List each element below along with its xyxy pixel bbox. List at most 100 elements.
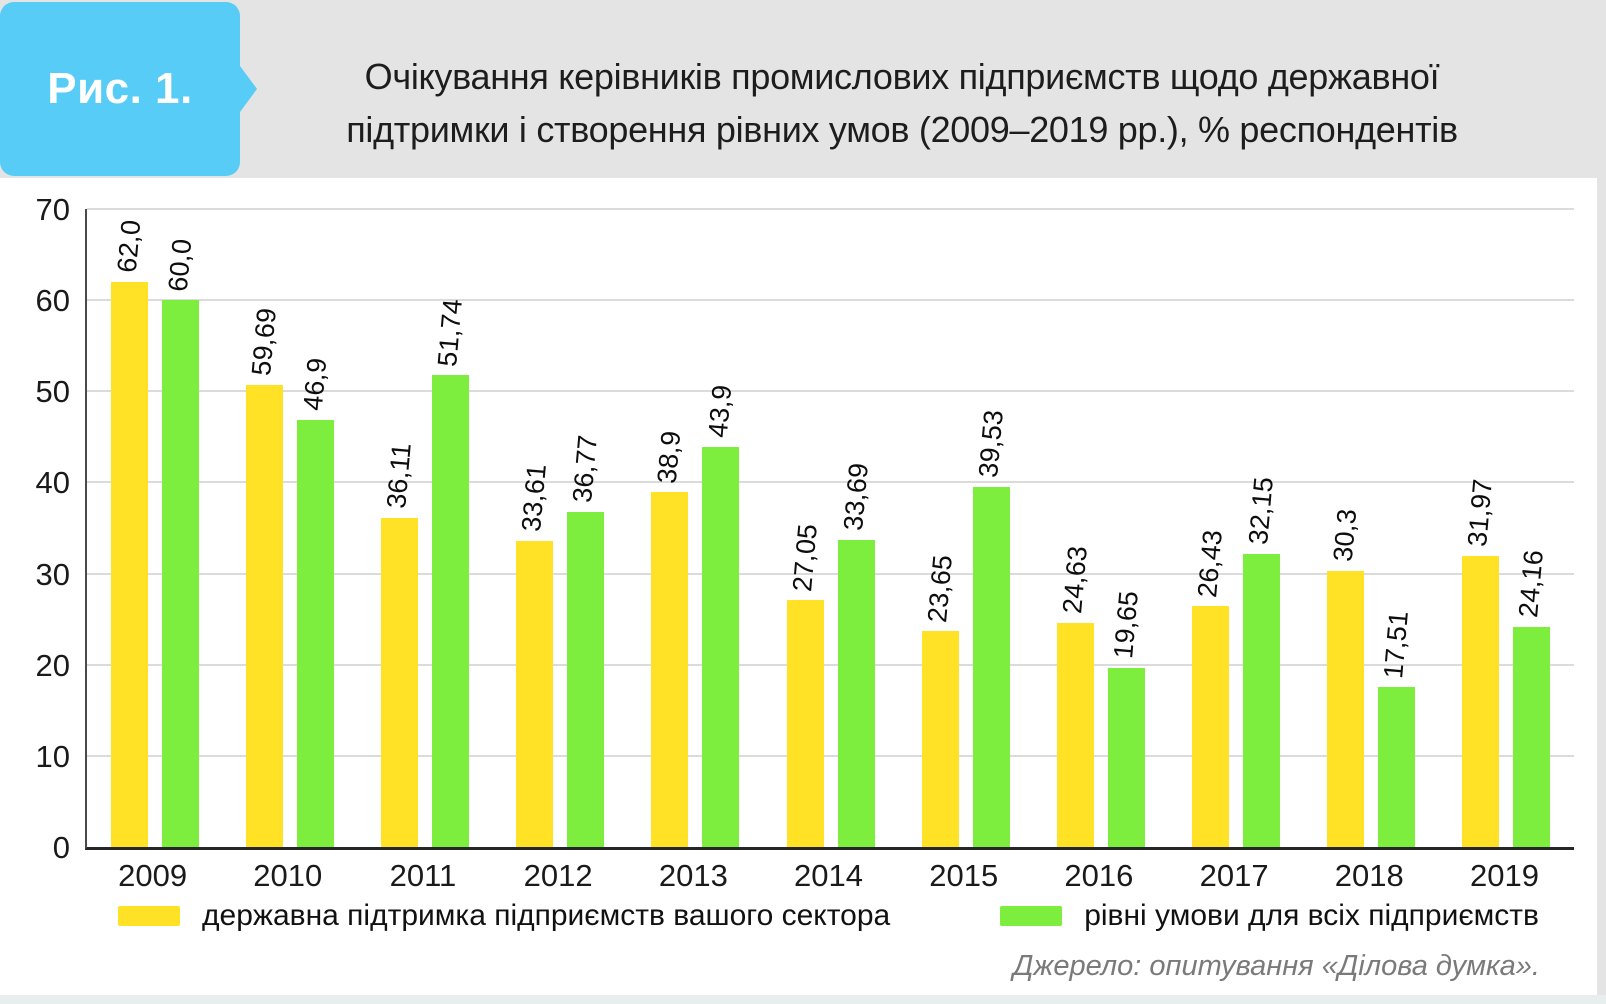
bar-value-label-yellow-2019: 31,97 [1462, 477, 1499, 548]
bar-groups: 62,0 60,0 59,69 46,9 36,11 51,74 33,61 36,77 38,… [87, 209, 1574, 847]
x-tick-label-2016: 2016 [1064, 858, 1134, 893]
yellow-bar-col-2011: 36,11 [380, 209, 418, 847]
y-tick-label-0: 0 [52, 830, 70, 865]
green-bar-2012 [567, 511, 605, 847]
green-bar-col-2013: 43,9 [702, 209, 740, 847]
green-bar-2009 [161, 300, 199, 847]
x-tick-label-2019: 2019 [1469, 858, 1539, 893]
bar-value-label-green-2017: 32,15 [1243, 476, 1279, 547]
x-tick-label-2011: 2011 [389, 858, 457, 893]
yellow-bar-2013 [651, 492, 689, 847]
y-tick-label-20: 20 [35, 647, 70, 683]
yellow-bar-col-2014: 27,05 [786, 209, 824, 847]
y-tick-label-40: 40 [35, 465, 70, 501]
gridline-40 [87, 481, 1574, 484]
green-bar-2011 [431, 375, 469, 847]
yellow-bar-2019 [1462, 555, 1500, 847]
legend-label-yellow: державна підтримка підприємств вашого се… [202, 899, 891, 932]
legend: державна підтримка підприємств вашого се… [85, 899, 1572, 933]
bar-value-label-green-2013: 43,9 [703, 384, 738, 440]
yellow-bar-col-2015: 23,65 [921, 209, 959, 847]
bar-value-label-green-2009: 60,0 [162, 237, 197, 293]
yellow-bar-col-2012: 33,61 [516, 209, 554, 847]
yellow-bar-col-2009: 62,0 [110, 209, 148, 847]
gridline-60 [87, 299, 1574, 302]
gridline-70 [87, 208, 1574, 210]
bottom-margin-strip [0, 995, 1606, 1004]
green-bar-2019 [1513, 626, 1551, 847]
source-note: Джерело: опитування «Ділова думка». [1013, 950, 1540, 982]
y-tick-label-30: 30 [35, 556, 70, 592]
yellow-bar-2009 [110, 281, 148, 847]
plot-area: 62,0 60,0 59,69 46,9 36,11 51,74 33,61 36,77 38,… [85, 208, 1574, 850]
green-bar-2014 [837, 539, 875, 847]
x-tick-label-2014: 2014 [794, 858, 864, 893]
bar-value-label-yellow-2012: 33,61 [516, 462, 553, 533]
yellow-bar-col-2010: 59,69 [245, 209, 283, 847]
gridline-20 [87, 663, 1574, 666]
green-bar-2016 [1107, 667, 1145, 847]
yellow-bar-col-2016: 24,63 [1056, 209, 1094, 847]
bar-group-2012: 33,61 36,77 [493, 209, 628, 847]
green-bar-col-2009: 60,0 [161, 209, 199, 847]
yellow-bar-2012 [516, 540, 554, 847]
bar-group-2015: 23,65 39,53 [898, 209, 1033, 847]
yellow-bar-2018 [1327, 570, 1365, 847]
legend-swatch-yellow [118, 906, 181, 926]
legend-label-green: рівні умови для всіх підприємств [1084, 899, 1539, 932]
bar-group-2018: 30,3 17,51 [1304, 209, 1439, 847]
green-bar-col-2018: 17,51 [1378, 209, 1416, 847]
yellow-bar-col-2013: 38,9 [651, 209, 689, 847]
yellow-bar-col-2017: 26,43 [1192, 209, 1230, 847]
green-bar-col-2010: 46,9 [296, 209, 334, 847]
y-tick-label-70: 70 [35, 192, 70, 227]
green-bar-2015 [972, 486, 1010, 847]
bar-value-label-green-2016: 19,65 [1108, 590, 1144, 661]
bar-value-label-green-2019: 24,16 [1513, 549, 1550, 619]
bar-group-2011: 36,11 51,74 [357, 209, 492, 847]
green-bar-col-2015: 39,53 [972, 209, 1010, 847]
y-tick-label-10: 10 [35, 738, 70, 774]
bar-value-label-yellow-2018: 30,3 [1328, 508, 1363, 564]
green-bar-2010 [296, 419, 334, 847]
yellow-bar-2017 [1192, 606, 1230, 847]
y-axis-labels: 70 60 50 40 30 20 10 0 [0, 192, 70, 865]
bar-value-label-yellow-2009: 62,0 [111, 219, 146, 275]
yellow-bar-col-2019: 31,97 [1462, 209, 1500, 847]
bar-group-2016: 24,63 19,65 [1033, 209, 1168, 847]
x-tick-label-2017: 2017 [1199, 858, 1269, 893]
gridline-30 [87, 572, 1574, 575]
x-tick-label-2010: 2010 [253, 858, 323, 893]
y-tick-label-50: 50 [35, 374, 70, 410]
x-tick-label-2018: 2018 [1334, 858, 1404, 893]
bar-group-2014: 27,05 33,69 [763, 209, 898, 847]
bar-value-label-yellow-2013: 38,9 [652, 429, 687, 485]
gridline-50 [87, 390, 1574, 393]
bar-value-label-yellow-2011: 36,11 [381, 442, 417, 511]
green-bar-col-2011: 51,74 [431, 209, 469, 847]
x-axis-labels: 2009 2010 2011 2012 2013 2014 2015 2016 2017 2018… [85, 858, 1572, 894]
figure-title-line1: Очікування керівників промислових підпри… [364, 56, 1440, 97]
x-tick-label-2013: 2013 [658, 858, 728, 893]
green-bar-2013 [702, 446, 740, 847]
x-tick-label-2012: 2012 [523, 858, 593, 893]
header-band: Рис. 1. Очікування керівників промислови… [0, 0, 1606, 178]
badge-arrow-icon [237, 62, 257, 116]
bar-group-2017: 26,43 32,15 [1169, 209, 1304, 847]
bar-group-2010: 59,69 46,9 [222, 209, 357, 847]
yellow-bar-2014 [786, 600, 824, 847]
green-bar-2017 [1243, 553, 1281, 847]
yellow-bar-col-2018: 30,3 [1327, 209, 1365, 847]
bar-value-label-green-2010: 46,9 [297, 356, 333, 412]
x-tick-label-2015: 2015 [929, 858, 999, 893]
green-bar-col-2014: 33,69 [837, 209, 875, 847]
bar-group-2009: 62,0 60,0 [87, 209, 222, 847]
right-margin-strip [1597, 0, 1606, 995]
yellow-bar-2010 [245, 384, 283, 847]
green-bar-col-2016: 19,65 [1107, 209, 1145, 847]
figure-title-line2: підтримки і створення рівних умов (2009–… [346, 109, 1458, 150]
bar-value-label-green-2018: 17,51 [1378, 609, 1415, 680]
bar-value-label-green-2015: 39,53 [972, 408, 1009, 479]
yellow-bar-2015 [921, 631, 959, 847]
